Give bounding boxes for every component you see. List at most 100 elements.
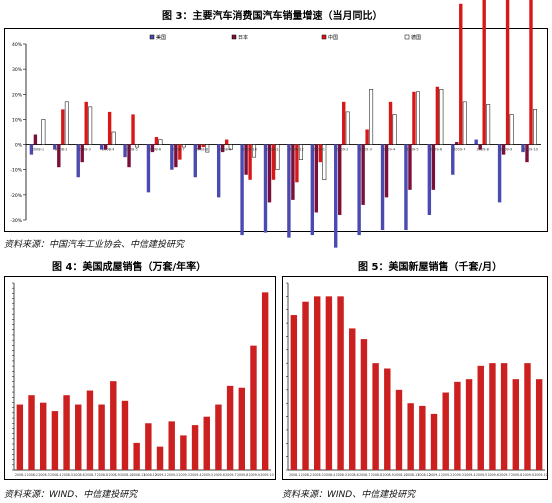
fig5-bar <box>465 379 473 470</box>
fig3-x-tick-label: 2008-10 <box>242 148 257 152</box>
fig3-bar <box>384 144 389 198</box>
fig4-x-tick-label: 2009-8 <box>237 473 248 477</box>
fig3-bar <box>123 144 127 158</box>
fig4-bar <box>51 411 59 470</box>
fig3-legend-label: 德国 <box>411 34 421 41</box>
fig5-bar <box>290 315 298 470</box>
fig3-bar <box>478 144 482 150</box>
fig5-bar <box>489 363 496 470</box>
fig3-bar <box>291 144 295 200</box>
fig3-bar <box>459 3 463 145</box>
fig3-bar <box>76 144 80 178</box>
fig3-bar <box>525 144 529 163</box>
fig4-x-tick-label: 2008-9 <box>108 473 119 477</box>
fig4-bar <box>39 402 47 470</box>
fig4-x-tick-label: 2009-10 <box>260 473 273 477</box>
fig3-bar <box>416 91 420 145</box>
fig4-bar <box>145 423 152 470</box>
fig3-x-tick-label: 2008-1 <box>32 148 44 152</box>
fig3-bar <box>392 114 397 145</box>
fig3-bar <box>99 144 104 150</box>
fig3-x-tick-label: 2008-5 <box>125 148 137 152</box>
fig5-bar <box>372 363 379 470</box>
fig3-bar <box>369 89 374 145</box>
fig3-x-tick-label: 2009-9 <box>500 148 512 152</box>
fig5-bar <box>349 328 356 470</box>
fig3-bar <box>263 144 268 233</box>
fig3-x-tick-label: 2009-7 <box>453 148 465 152</box>
fig3-bar <box>103 144 108 150</box>
fig3-x-tick-label: 2009-10 <box>523 148 538 152</box>
fig5-x-tick-label: 2008-7 <box>359 473 370 477</box>
fig3-bar <box>474 139 478 145</box>
fig3-x-tick-label: 2008-2 <box>55 148 67 152</box>
fig4-bar <box>110 381 117 470</box>
fig5-x-tick-label: 2009-10 <box>534 473 547 477</box>
fig5-x-tick-label: 2008-12 <box>418 473 431 477</box>
fig3-bar <box>501 144 506 155</box>
fig5-bar <box>454 381 461 470</box>
fig4-bar <box>28 395 35 470</box>
fig3-bar <box>64 101 69 145</box>
fig3-legend-swatch <box>149 34 155 40</box>
fig5-bar <box>302 301 309 470</box>
fig3-bar <box>342 101 346 145</box>
fig5-x-tick-label: 2008-3 <box>312 473 323 477</box>
fig3-bar <box>295 144 299 183</box>
fig3-bar <box>298 144 303 160</box>
fig3-bar <box>509 114 514 145</box>
fig3-bar <box>388 101 393 145</box>
fig3-bar <box>170 144 174 170</box>
fig3-legend-swatch <box>231 34 237 40</box>
fig4-bar <box>121 400 129 470</box>
fig3-bar <box>275 144 280 170</box>
fig3-y-tick-label: 30% <box>12 67 23 73</box>
fig5-x-tick-label: 2008-9 <box>382 473 393 477</box>
fig3-bar <box>33 134 38 145</box>
fig3-x-tick-label: 2008-12 <box>289 148 304 152</box>
fig5-bar <box>430 413 438 470</box>
fig3-x-tick-label: 2008-9 <box>219 148 231 152</box>
fig3-bar <box>271 144 276 180</box>
fig4-title: 图 4：美国成屋销售（万套/年率） <box>52 262 207 273</box>
fig3-bar <box>267 144 272 203</box>
fig5-bar <box>360 339 368 470</box>
fig4-x-tick-label: 2009-6 <box>214 473 225 477</box>
fig5-x-tick-label: 2008-4 <box>324 473 335 477</box>
fig4-x-tick-label: 2008-12 <box>144 473 157 477</box>
fig5-bar <box>395 389 403 470</box>
fig3-bar <box>158 139 163 145</box>
fig5-x-tick-label: 2008-2 <box>301 473 312 477</box>
fig3-y-tick-label: 10% <box>12 117 23 123</box>
fig5-bar <box>524 363 531 470</box>
fig3-title: 图 3：主要汽车消费国汽车销量增速（当月同比） <box>162 11 383 22</box>
fig3-bar <box>439 89 444 145</box>
fig5-source: 资料来源：WIND、中信建投研究 <box>282 490 416 500</box>
fig5-x-tick-label: 2009-6 <box>488 473 499 477</box>
fig3-bar <box>287 144 291 238</box>
fig5-bar <box>535 379 543 470</box>
fig3-x-tick-label: 2009-4 <box>383 148 396 152</box>
fig3-legend-swatch <box>321 34 327 40</box>
fig3-bar <box>529 0 533 145</box>
fig3-bar <box>357 144 361 236</box>
fig3-legend-swatch <box>404 34 410 40</box>
fig3-bar <box>150 144 155 153</box>
fig3-bar <box>181 144 186 148</box>
fig5-x-tick-label: 2008-6 <box>347 473 358 477</box>
fig4-x-tick-label: 2009-3 <box>179 473 190 477</box>
fig5-x-tick-label: 2009-1 <box>429 473 440 477</box>
fig3-bar <box>412 91 416 145</box>
fig3-x-tick-label: 2009-1 <box>313 148 325 152</box>
fig3-bar <box>88 106 93 145</box>
fig3-bar <box>455 142 459 145</box>
fig4-bar <box>180 435 187 470</box>
fig3-x-tick-label: 2009-8 <box>476 148 488 152</box>
fig3-x-tick-label: 2008-8 <box>196 148 208 152</box>
fig4-bar <box>238 387 246 470</box>
fig5-title: 图 5：美国新屋销售（千套/月） <box>358 262 503 273</box>
fig4-bar <box>86 390 94 470</box>
fig5-bar <box>407 403 414 470</box>
fig3-y-tick-label: -20% <box>10 193 22 199</box>
